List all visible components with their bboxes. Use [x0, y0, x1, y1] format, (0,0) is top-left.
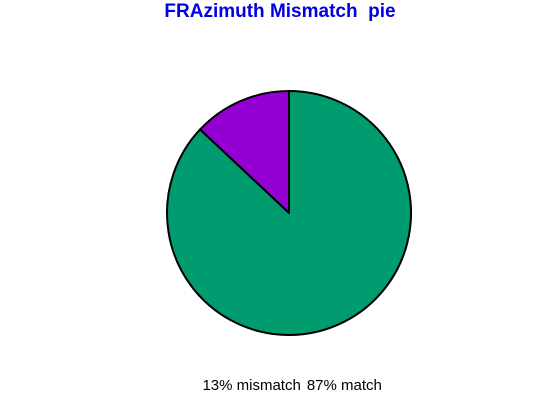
slice-label-match: 87% match — [306, 377, 382, 394]
pie-slice-mismatch — [199, 90, 290, 214]
pie-slice-match — [166, 90, 413, 336]
pie-slices — [166, 90, 413, 336]
chart-title: FRAzimuth Mismatch pie — [164, 1, 396, 22]
pie-caption: 13% mismatch 87% match — [0, 360, 560, 394]
slice-label-mismatch: 13% mismatch — [202, 377, 301, 394]
